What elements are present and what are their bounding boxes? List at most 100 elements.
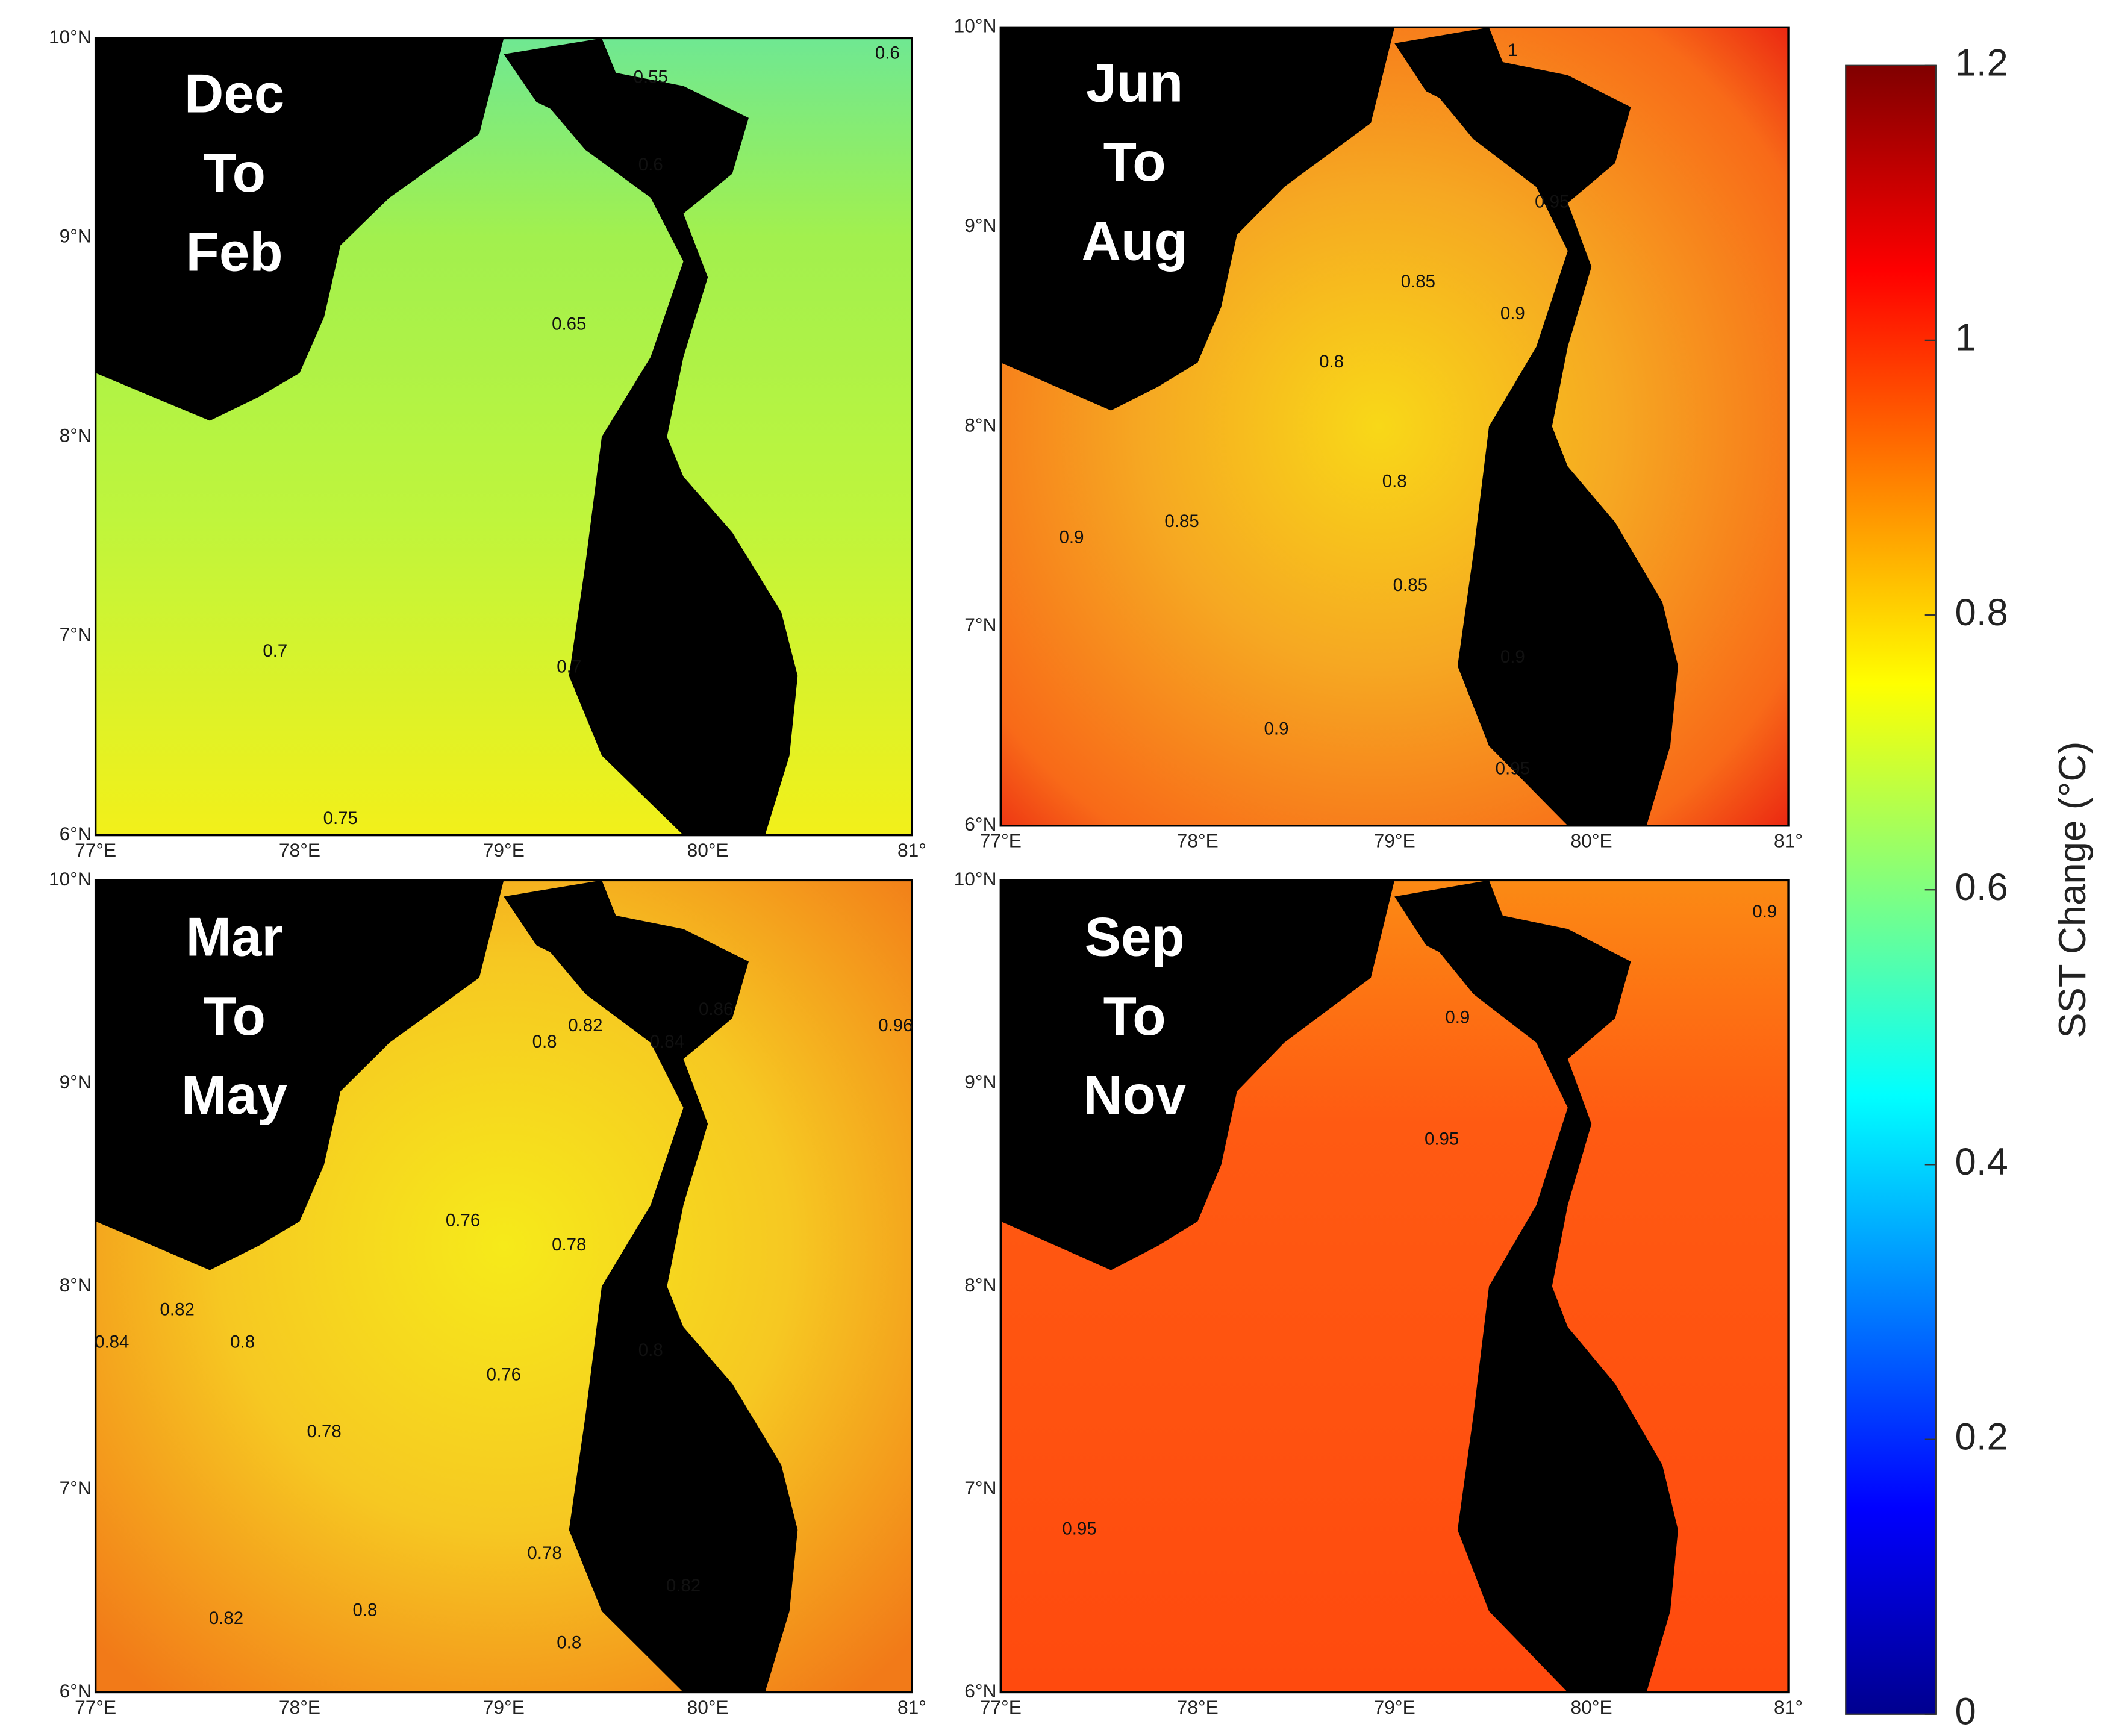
lon-label: 80°E: [1571, 829, 1612, 851]
map-frame: [94, 37, 913, 837]
contour-label: 0.9: [1445, 1007, 1470, 1027]
contour-label: 0.95: [1535, 192, 1569, 212]
lon-label: 79°E: [1374, 1696, 1415, 1718]
land: [1394, 27, 1505, 107]
land: [95, 38, 504, 421]
lon-label: 78°E: [279, 839, 320, 861]
contour-label: 0.8: [638, 1340, 663, 1360]
contour-label: 0.86: [699, 999, 733, 1019]
lat-label: 8°N: [60, 1274, 92, 1296]
contour-label: 0.85: [1164, 511, 1199, 531]
season-label: Dec: [184, 64, 284, 125]
contour-label: 0.95: [1496, 759, 1530, 779]
contour-label: 0.8: [1319, 352, 1344, 372]
contour-label: 0.7: [263, 641, 287, 661]
lat-label: 7°N: [964, 1477, 996, 1499]
map-panel: Mar To May 0.82 0.8 0.84 0.86 0.96 0.76 0.78 0.76 0…: [49, 868, 926, 1718]
contour-label: 0.9: [1752, 902, 1777, 922]
season-label: Feb: [186, 222, 282, 283]
land: [1000, 880, 1395, 1270]
contour-label: 0.82: [666, 1576, 701, 1596]
contour-label: 0.78: [527, 1543, 561, 1563]
lon-label: 80°E: [1571, 1696, 1612, 1718]
contour-label: 0.95: [1062, 1519, 1096, 1539]
lat-label: 10°N: [49, 868, 92, 890]
contour-label: 0.55: [634, 67, 668, 87]
lon-label: 80°E: [687, 1696, 729, 1718]
contour-label: 0.82: [568, 1016, 602, 1035]
contour-label: 0.85: [1401, 272, 1435, 292]
land: [1410, 896, 1678, 1693]
contour-label: 0.82: [160, 1300, 195, 1320]
land: [520, 54, 798, 835]
contour-label: 0.8: [352, 1600, 377, 1620]
land: [95, 880, 504, 1270]
contour-label: 0.85: [1393, 575, 1428, 595]
map-panel: Jun To Aug 1 0.95 0.85 0.9 0.8 0.8 0.9 0.85 0.85 0.9…: [954, 15, 1803, 852]
colorbar-tick-label: 0.8: [1955, 592, 2008, 634]
land: [1410, 43, 1678, 826]
season-label: Aug: [1082, 211, 1188, 272]
lat-label: 7°N: [964, 614, 996, 635]
colorbar: [1845, 64, 1937, 1715]
lon-label: 78°E: [1177, 1696, 1219, 1718]
lon-label: 80°E: [687, 839, 729, 861]
contour-label: 0.7: [557, 657, 581, 677]
contour-label: 0.82: [209, 1608, 243, 1628]
contour-label: 0.75: [323, 808, 358, 828]
lat-label: 9°N: [60, 1071, 92, 1093]
lat-label: 9°N: [964, 1071, 996, 1093]
lon-label: 78°E: [1177, 829, 1219, 851]
lat-label: 8°N: [964, 1274, 996, 1296]
contour-label: 0.8: [1382, 472, 1407, 492]
contour-label: 0.9: [1500, 647, 1525, 667]
contour-label: 0.84: [95, 1332, 129, 1352]
lon-label: 79°E: [483, 1696, 525, 1718]
lat-label: 7°N: [60, 623, 92, 645]
contour-label: 1: [1508, 40, 1517, 60]
lon-label: 77°E: [75, 1696, 116, 1718]
map-frame: [94, 879, 913, 1694]
colorbar-tick-label: 0.2: [1955, 1416, 2008, 1458]
map-panel: Dec To Feb 0.55 0.6 0.6 0.65 0.7 0.7 0.75 6°N 7°N 8°…: [49, 26, 926, 861]
map-panel: Sep To Nov 0.9 0.9 0.95 0.95 6°N 7°N 8°N 9°N 10°N 77…: [954, 868, 1803, 1718]
lat-label: 10°N: [954, 868, 997, 890]
lon-label: 78°E: [279, 1696, 320, 1718]
map-frame: [999, 26, 1790, 827]
contour-label: 0.9: [1264, 719, 1289, 738]
lon-label: 77°E: [980, 829, 1022, 851]
contour-label: 0.84: [650, 1032, 684, 1052]
land: [504, 38, 619, 118]
colorbar-tick-label: 1: [1955, 317, 1976, 359]
season-label: To: [203, 143, 266, 204]
lat-label: 6°N: [60, 1680, 92, 1702]
contour-label: 0.8: [557, 1632, 581, 1652]
contour-label: 0.76: [487, 1365, 521, 1385]
contour-label: 0.6: [875, 43, 900, 63]
contour-label: 0.78: [307, 1422, 341, 1441]
colorbar-label: SST Change (°C): [2052, 742, 2094, 1038]
lon-label: 81°: [897, 839, 926, 861]
lat-label: 6°N: [964, 1680, 996, 1702]
lat-label: 6°N: [964, 813, 996, 835]
contour-label: 0.9: [1500, 304, 1525, 323]
lat-label: 8°N: [60, 424, 92, 446]
lon-label: 77°E: [980, 1696, 1022, 1718]
lat-label: 10°N: [954, 15, 997, 37]
contour-label: 0.65: [552, 314, 586, 334]
land: [1394, 880, 1505, 962]
contour-label: 0.76: [446, 1210, 480, 1230]
land: [504, 880, 619, 962]
lat-label: 9°N: [964, 214, 996, 236]
season-label: To: [1103, 132, 1166, 193]
lon-label: 81°: [1774, 829, 1803, 851]
lat-label: 6°N: [60, 823, 92, 845]
contour-label: 0.8: [230, 1332, 255, 1352]
lon-label: 81°: [897, 1696, 926, 1718]
contour-label: 0.6: [638, 155, 663, 175]
contour-label: 0.78: [552, 1235, 586, 1255]
lat-label: 10°N: [49, 26, 92, 48]
colorbar-tick-label: 0.6: [1955, 866, 2008, 908]
season-label: To: [203, 986, 266, 1047]
